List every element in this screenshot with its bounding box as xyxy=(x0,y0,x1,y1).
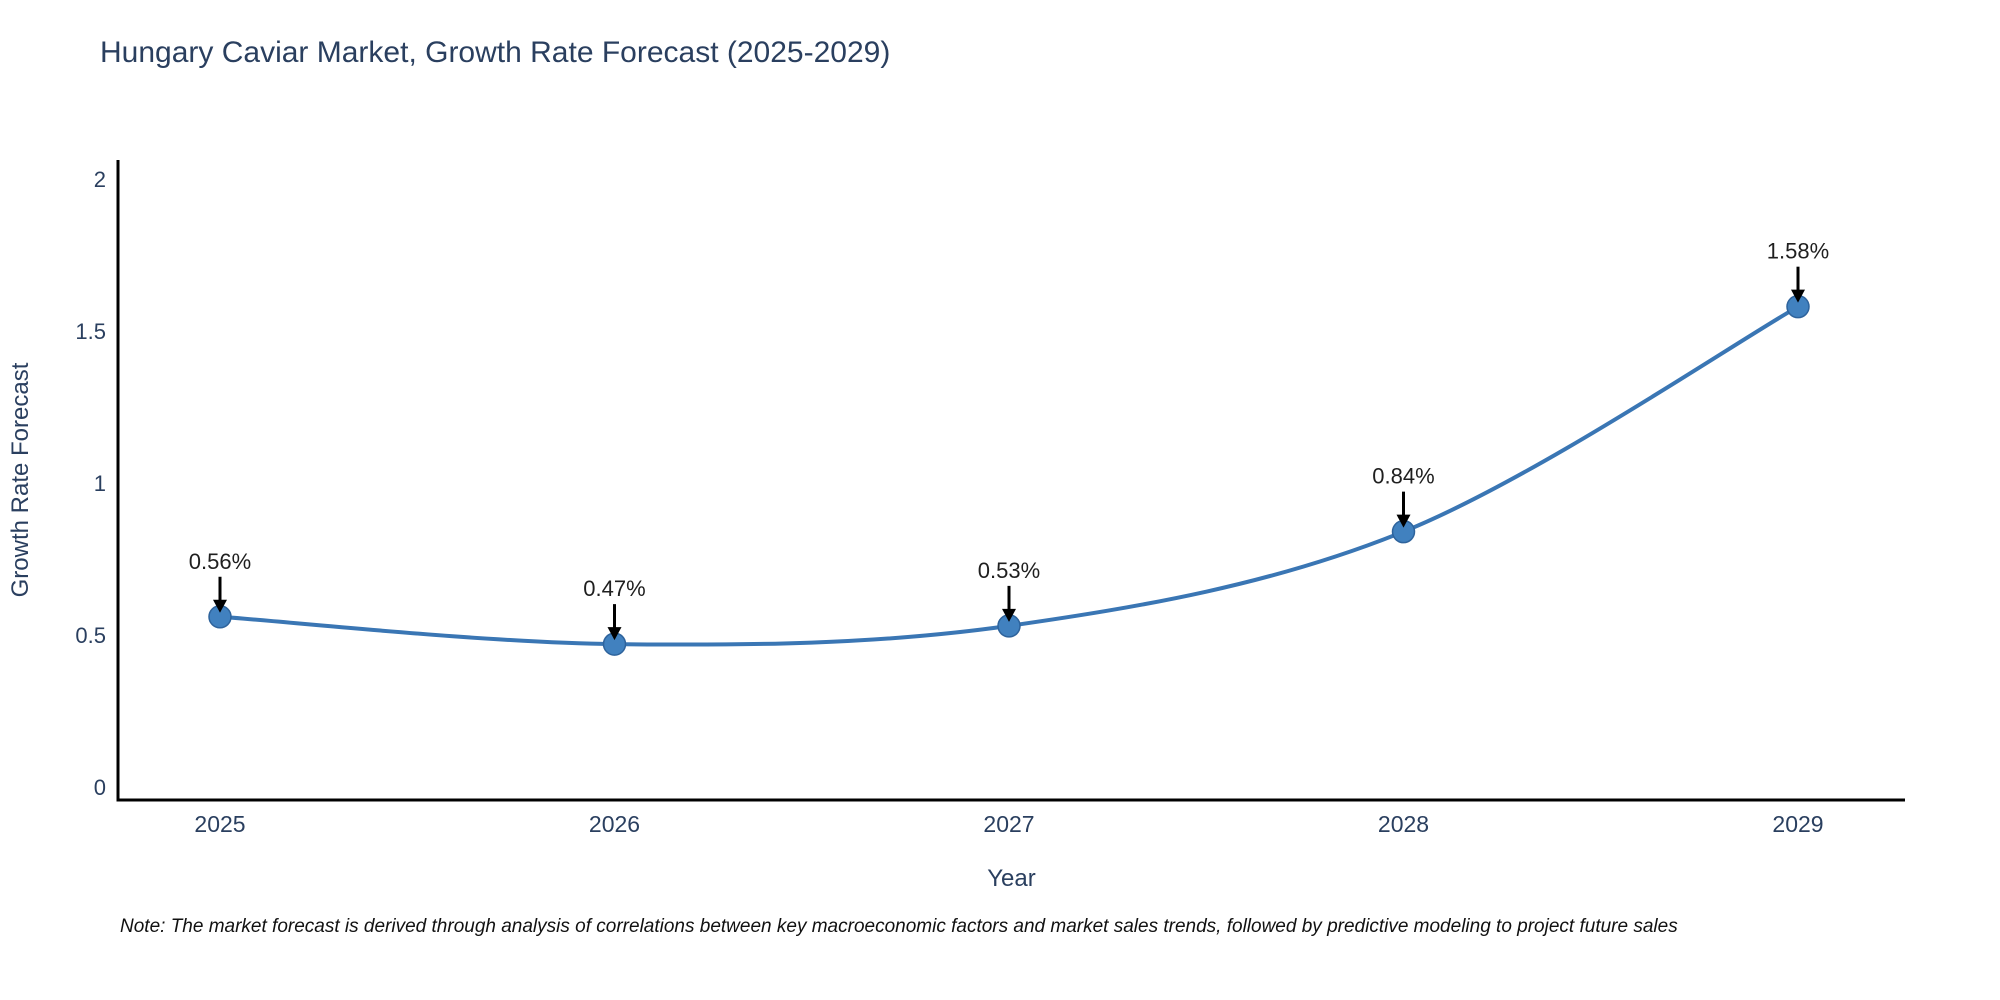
y-axis-title: Growth Rate Forecast xyxy=(7,362,34,597)
annotation-arrowhead-icon xyxy=(1791,289,1805,303)
x-tick-label: 2029 xyxy=(1772,811,1823,837)
data-point-label: 0.84% xyxy=(1372,464,1434,489)
data-point-label: 0.47% xyxy=(583,576,645,601)
y-tick-label: 1.5 xyxy=(75,319,106,344)
annotation-arrowhead-icon xyxy=(607,627,622,641)
annotation-arrowhead-icon xyxy=(1002,608,1016,622)
annotation-arrowhead-icon xyxy=(213,599,227,613)
x-axis-title: Year xyxy=(987,865,1036,892)
x-tick-label: 2026 xyxy=(589,811,640,837)
annotation-arrowhead-icon xyxy=(1396,514,1411,528)
y-tick-label: 2 xyxy=(94,167,106,192)
x-tick-label: 2025 xyxy=(194,811,245,837)
y-tick-label: 0.5 xyxy=(75,623,106,648)
x-tick-label: 2028 xyxy=(1378,811,1429,837)
data-point-label: 0.56% xyxy=(189,549,251,574)
chart-title: Hungary Caviar Market, Growth Rate Forec… xyxy=(100,36,891,69)
y-tick-label: 0 xyxy=(94,775,106,800)
x-tick-label: 2027 xyxy=(983,811,1034,837)
data-point-label: 0.53% xyxy=(978,558,1040,583)
data-point-label: 1.58% xyxy=(1767,239,1829,264)
footnote: Note: The market forecast is derived thr… xyxy=(120,916,1678,937)
y-tick-label: 1 xyxy=(94,471,106,496)
